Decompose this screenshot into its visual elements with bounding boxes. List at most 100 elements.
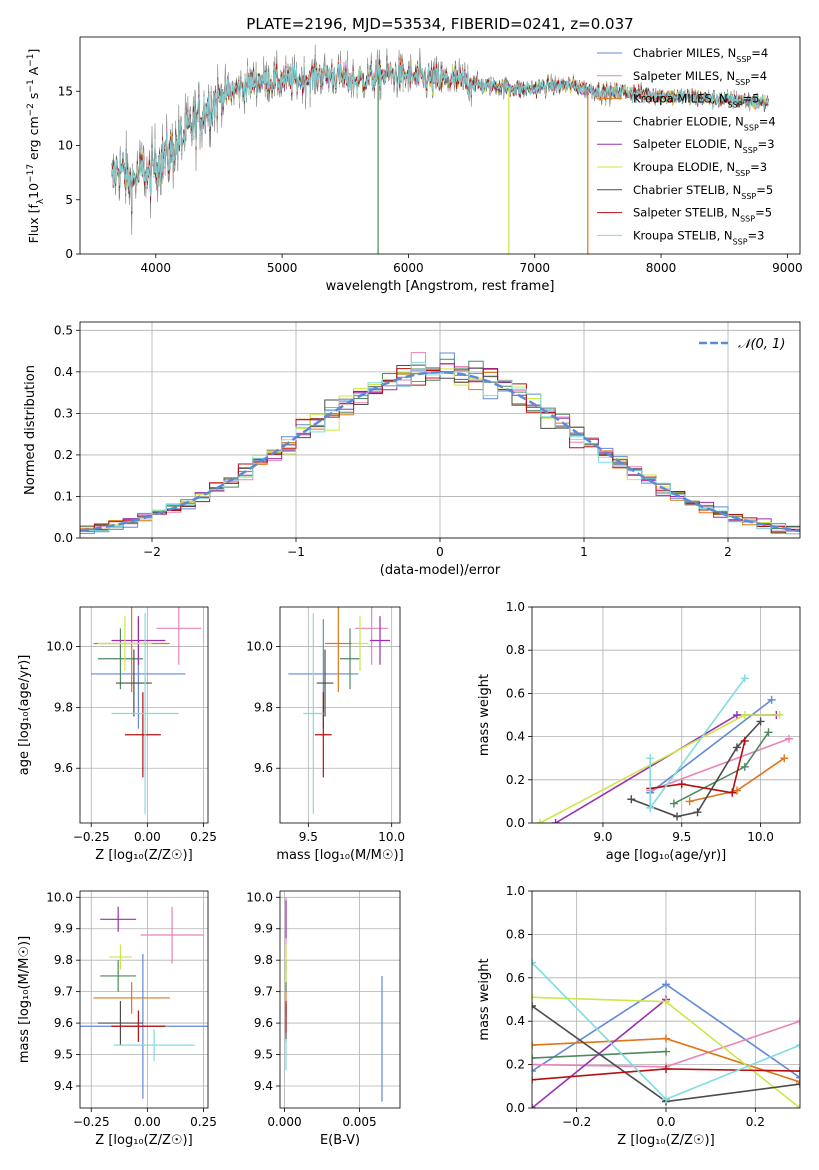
weight-marker	[732, 743, 741, 752]
y-axis-label: mass [log₁₀(M/M☉)]	[17, 936, 32, 1063]
weight-marker	[796, 1077, 800, 1086]
x-tick-label: 0.000	[267, 1115, 301, 1129]
axes-weight-vs-age: 9.0 9.5 10.0 0.0 0.2 0.4 0.6 0.8 1.0 age [log₁₀(a…	[477, 600, 801, 863]
x-tick-label: 1	[580, 545, 588, 559]
legend-name: Kroupa ELODIE, N	[633, 160, 735, 174]
weight-marker	[796, 1067, 800, 1076]
axes-frame	[279, 890, 401, 1109]
plot-area-age-vs-z	[91, 607, 202, 814]
legend-nssp: =5	[756, 183, 773, 197]
legend-nssp: =3	[750, 160, 767, 174]
x-tick-label: −1	[287, 545, 305, 559]
y-tick-label: 15	[58, 84, 73, 98]
axes-spectrum: 4000 5000 6000 7000 8000 9000 0 5 10 15 PLATE=2196…	[26, 15, 803, 294]
weight-marker	[796, 1017, 800, 1026]
y-axis-label-part: −2	[26, 103, 36, 116]
y-axis-label: mass weight	[477, 958, 492, 1040]
legend-name: Chabrier MILES, N	[633, 46, 736, 60]
legend-nssp: =4	[759, 114, 776, 128]
y-tick-label: 1.0	[506, 884, 525, 898]
y-tick-label: 9.8	[54, 700, 73, 714]
x-tick-label: 0.25	[190, 1115, 217, 1129]
legend-sub: SSP	[735, 169, 750, 178]
grid-mass-vs-ebv	[280, 891, 400, 1108]
plot-area-weight-vs-z	[532, 958, 800, 1108]
legend-sub: SSP	[741, 191, 756, 200]
x-axis-label: E(B-V)	[320, 1133, 360, 1148]
y-axis-label-part: erg cm	[26, 116, 41, 164]
y-axis-label-part: λ	[36, 198, 46, 204]
plot-area-mass-vs-z	[80, 906, 208, 1099]
y-tick-label: 9.8	[254, 700, 273, 714]
weight-marker	[756, 717, 765, 726]
y-axis-label-part: A	[26, 66, 41, 79]
legend-sub: SSP	[740, 214, 755, 223]
weight-marker	[662, 1034, 670, 1043]
y-tick-label: 9.7	[54, 985, 73, 999]
y-tick-label: 1.0	[506, 600, 525, 614]
weight-marker	[551, 819, 560, 823]
y-tick-label: 5	[65, 193, 73, 207]
legend-entry: Kroupa ELODIE, NSSP=3	[633, 160, 767, 178]
y-axis-label-part: ]	[26, 49, 41, 54]
weight-marker	[535, 819, 544, 823]
weight-marker	[740, 674, 749, 683]
legend-entry: Chabrier STELIB, NSSP=5	[633, 183, 773, 201]
legend-nssp: =5	[755, 206, 772, 220]
y-tick-label: 10.0	[246, 640, 273, 654]
x-tick-label: 6000	[393, 261, 424, 275]
y-tick-label: 0.2	[506, 1058, 525, 1072]
legend-sub: SSP	[744, 123, 759, 132]
x-axis-label: wavelength [Angstrom, rest frame]	[326, 279, 555, 294]
x-tick-label: 5000	[267, 261, 298, 275]
legend-entry: Kroupa MILES, NSSP=5	[633, 92, 759, 110]
y-tick-label: 0.4	[54, 365, 73, 379]
y-axis-label-part: 10	[26, 183, 41, 199]
axes-frame	[531, 606, 801, 824]
plot-area-age-vs-mass	[288, 607, 390, 814]
legend-name: Chabrier ELODIE, N	[633, 114, 744, 128]
x-tick-label: 9.0	[593, 830, 612, 844]
y-tick-label: 0.8	[506, 643, 525, 657]
x-tick-label: −2	[143, 545, 161, 559]
legend-nssp: =4	[751, 46, 768, 60]
weight-marker	[796, 1073, 800, 1082]
y-axis-label-part: −17	[26, 164, 36, 183]
weight-marker	[669, 799, 678, 808]
y-axis-label: Normed distribution	[23, 365, 38, 495]
y-tick-label: 9.6	[54, 1016, 73, 1030]
legend-nssp: =3	[758, 137, 775, 151]
y-tick-label: 10	[58, 139, 73, 153]
plot-area-residuals	[80, 352, 800, 535]
y-tick-label: 10.0	[46, 640, 73, 654]
x-tick-label: 9.5	[672, 830, 691, 844]
y-tick-label: 0.0	[506, 1101, 525, 1115]
plot-area-mass-vs-ebv	[285, 897, 383, 1102]
weight-line	[649, 738, 790, 792]
weight-marker	[662, 1064, 670, 1073]
y-tick-label: 0.6	[506, 971, 525, 985]
legend-entry: Salpeter ELODIE, NSSP=3	[633, 137, 775, 155]
x-tick-label: 0.00	[134, 830, 161, 844]
weight-marker	[677, 780, 686, 789]
weight-marker	[728, 788, 737, 797]
weight-marker	[740, 762, 749, 771]
weight-marker	[740, 736, 749, 745]
x-tick-label: 7000	[519, 261, 550, 275]
y-tick-label: 0.4	[506, 730, 525, 744]
legend-name: Kroupa STELIB, N	[633, 228, 733, 242]
y-tick-label: 0.2	[54, 448, 73, 462]
weight-marker	[532, 1054, 536, 1063]
legend-normal-label: 𝒩(0, 1)	[738, 337, 785, 352]
plot-area-spectrum	[111, 44, 769, 254]
legend-name: Salpeter STELIB, N	[633, 206, 740, 220]
y-tick-label: 0.3	[54, 406, 73, 420]
legend-entry: Chabrier MILES, NSSP=4	[633, 46, 768, 64]
y-axis-label: mass weight	[477, 674, 492, 756]
axes-frame	[531, 890, 801, 1109]
weight-marker	[646, 754, 655, 763]
axes-frame	[279, 606, 401, 824]
y-tick-label: 0.4	[506, 1014, 525, 1028]
axes-mass-vs-ebv: 0.000 0.005 9.4 9.5 9.6 9.7 9.8 9.9 10.0 E(B-V)	[246, 890, 401, 1148]
